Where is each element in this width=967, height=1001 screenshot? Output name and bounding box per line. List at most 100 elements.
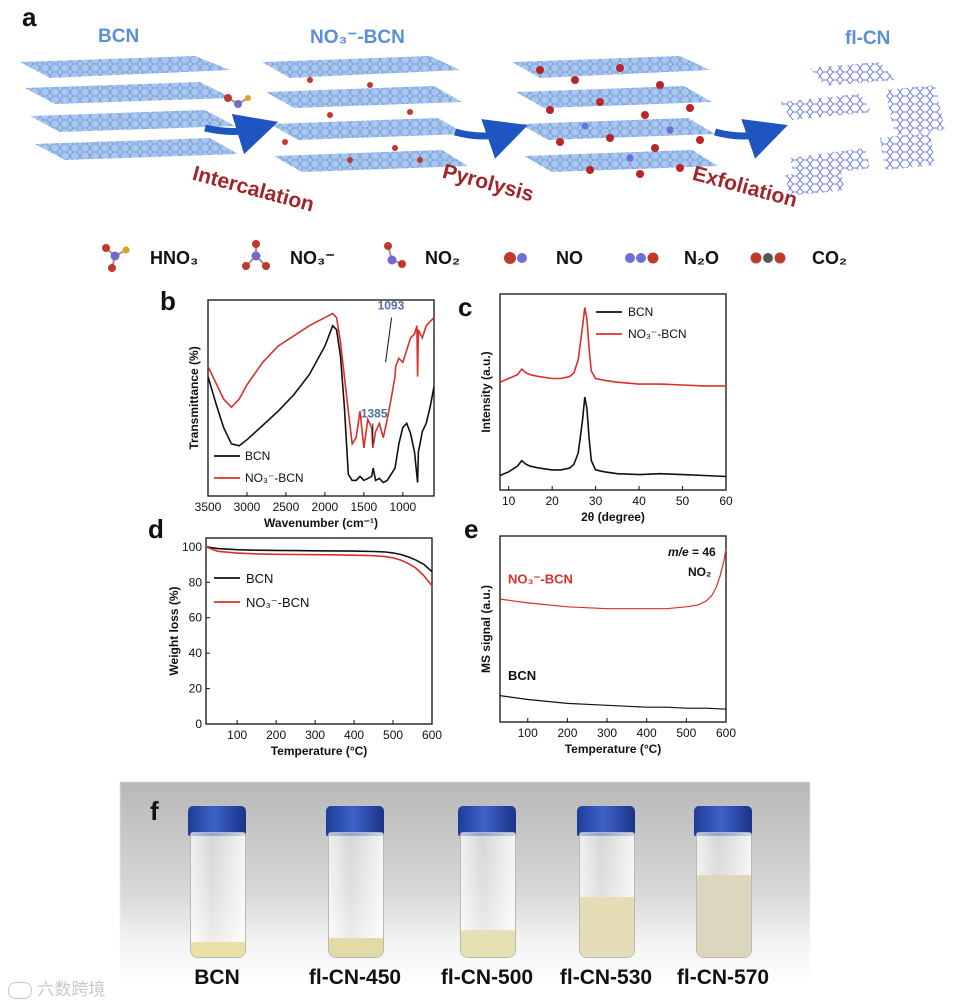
ftir-chart: 3500 3000 2500 2000 1500 1000 Wavenumber (cm⁻¹… (187, 298, 435, 530)
plot-frame (207, 299, 435, 497)
no3-icon (242, 240, 270, 270)
vial-label: fl-CN-570 (676, 966, 770, 989)
y-tick-label: 80 (189, 575, 203, 589)
annotation-arrow-1093 (385, 317, 393, 363)
watermark-icon (8, 981, 32, 999)
powder-fill (580, 897, 634, 957)
y-axis-label: Transmittance (%) (187, 346, 201, 449)
y-axis-label: Weight loss (%) (167, 586, 181, 675)
x-tick-label: 1500 (351, 500, 378, 514)
panel-a-label: a (22, 2, 37, 32)
vial-BCN (188, 806, 246, 958)
series-line-1 (499, 695, 727, 710)
annotation-1093: 1093 (378, 298, 405, 312)
y-tick-label: 100 (182, 540, 202, 554)
x-tick-label: 600 (716, 726, 736, 740)
vial-fl-CN-570 (694, 806, 752, 958)
x-axis-label: 2θ (degree) (581, 510, 645, 524)
y-tick-label: 20 (189, 682, 203, 696)
x-axis-label: Wavenumber (cm⁻¹) (264, 516, 378, 530)
x-tick-label: 300 (305, 728, 325, 742)
co2-icon (750, 252, 786, 264)
series-label-no3-bcn: NO₃⁻-BCN (508, 572, 573, 587)
panel-e-label: e (464, 514, 479, 544)
legend-label-0: BCN (628, 305, 653, 319)
x-tick-label: 50 (676, 494, 690, 508)
panel-f-label: f (150, 796, 159, 826)
bcn-stack (20, 56, 238, 160)
x-tick-label: 100 (518, 726, 538, 740)
legend-label-1: NO₃⁻-BCN (245, 471, 304, 485)
x-tick-label: 2000 (312, 500, 339, 514)
vial-glass (460, 832, 516, 958)
tga-chart: 100 200 300 400 500 600 0 20 40 60 80 100 Temperatur… (167, 537, 442, 758)
series-line-0 (205, 546, 433, 573)
xrd-chart: 10 20 30 40 50 60 2θ (degree) Intensity (a.u.) B… (479, 293, 733, 524)
x-tick-label: 30 (589, 494, 603, 508)
x-tick-label: 1000 (389, 500, 416, 514)
vial-cap (458, 806, 516, 836)
vial-label: BCN (194, 966, 240, 989)
vial-label: fl-CN-530 (559, 966, 653, 989)
plot-frame (205, 537, 433, 725)
x-tick-label: 500 (383, 728, 403, 742)
series-line-0 (499, 396, 727, 478)
no-icon (504, 252, 527, 264)
y-tick-label: 60 (189, 611, 203, 625)
x-tick-label: 10 (502, 494, 516, 508)
x-tick-label: 600 (422, 728, 442, 742)
x-axis-label: Temperature (°C) (271, 744, 368, 758)
x-tick-label: 60 (719, 494, 733, 508)
ms-chart: 100 200 300 400 500 600 Temperature (°C) MS sig… (479, 535, 736, 756)
watermark-logo: 六数跨境 (8, 975, 105, 1000)
x-tick-label: 300 (597, 726, 617, 740)
arrow-pyrolysis (454, 119, 528, 159)
vial-cap (326, 806, 384, 836)
watermark-text: 六数跨境 (37, 980, 106, 1000)
arrow-intercalation (204, 114, 279, 155)
arrow-exfoliation (714, 119, 788, 159)
annotation-mz: m/e = 46 (668, 545, 716, 559)
powder-fill (697, 875, 751, 957)
y-tick-label: 40 (189, 646, 203, 660)
x-tick-label: 20 (545, 494, 559, 508)
stage-no3-bcn-label: NO₃⁻-BCN (310, 27, 405, 48)
n2o-icon (625, 252, 659, 264)
molecule-legend (102, 240, 786, 272)
legend-label-1: NO₃⁻-BCN (246, 595, 309, 610)
vial-glass (190, 832, 246, 958)
vial-glass (328, 832, 384, 958)
fl-cn-sheets (780, 62, 945, 196)
pyrolysis-stack (512, 56, 718, 178)
vial-fl-CN-530 (577, 806, 635, 958)
vial-label: fl-CN-450 (308, 966, 402, 989)
vial-cap (694, 806, 752, 836)
plot-frame (499, 535, 727, 723)
legend-label-0: BCN (245, 449, 270, 463)
x-tick-label: 200 (266, 728, 286, 742)
vial-fl-CN-450 (326, 806, 384, 958)
x-tick-label: 2500 (273, 500, 300, 514)
legend-no2: NO₂ (425, 248, 460, 268)
vial-glass (696, 832, 752, 958)
x-tick-label: 500 (676, 726, 696, 740)
schematic-illustration (20, 56, 945, 196)
plot-frame (499, 293, 727, 491)
legend-no: NO (556, 248, 583, 268)
legend-label-0: BCN (246, 571, 273, 586)
series-line-0 (207, 324, 435, 484)
x-tick-label: 400 (344, 728, 364, 742)
panel-c-label: c (458, 292, 473, 322)
series-line-1 (499, 307, 726, 387)
powder-fill (461, 929, 515, 957)
series-line-1 (207, 312, 435, 449)
vial-glass (579, 832, 635, 958)
stage-fl-cn-label: fl-CN (845, 28, 891, 49)
vial-cap (188, 806, 246, 836)
y-tick-label: 0 (195, 717, 202, 731)
powder-fill (329, 938, 383, 957)
legend-no3: NO₃⁻ (290, 248, 335, 268)
vial-cap (577, 806, 635, 836)
legend-co2: CO₂ (812, 248, 847, 268)
y-axis-label: MS signal (a.u.) (479, 585, 493, 673)
